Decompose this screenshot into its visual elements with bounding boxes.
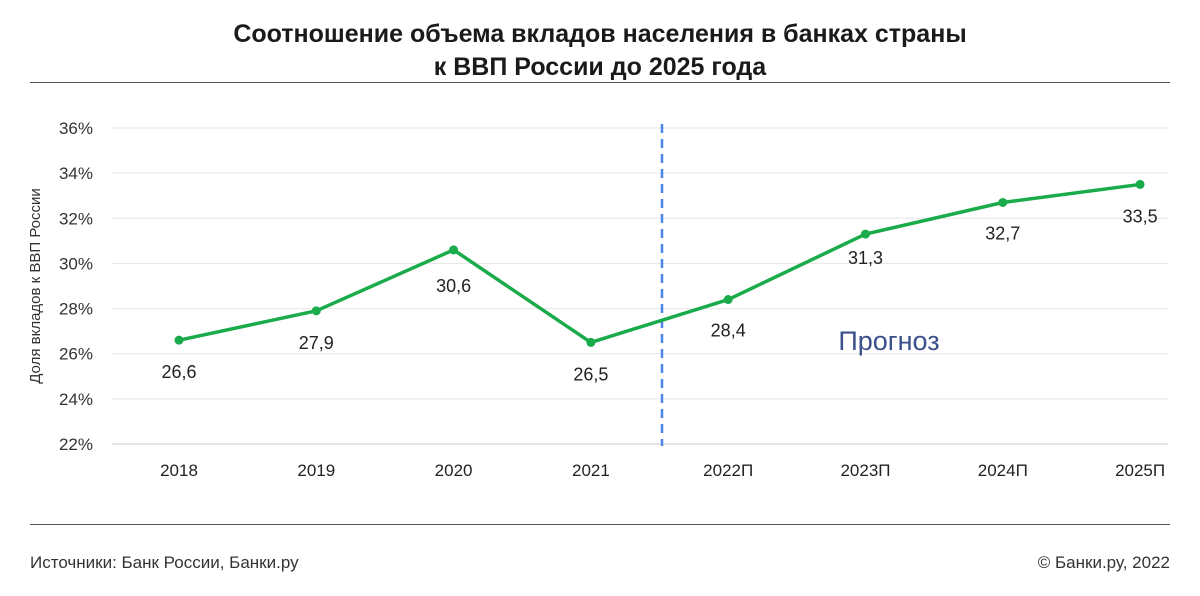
data-label: 33,5	[1123, 206, 1158, 226]
forecast-label: Прогноз	[838, 326, 939, 356]
title-line-2: к ВВП России до 2025 года	[433, 53, 767, 81]
x-tick-label: 2019	[297, 461, 335, 480]
x-tick-label: 2023П	[840, 461, 890, 480]
y-tick-label: 36%	[59, 119, 93, 138]
sources-note: Источники: Банк России, Банки.ру	[30, 553, 299, 572]
x-tick-label: 2018	[160, 461, 198, 480]
data-label: 28,4	[711, 321, 746, 341]
x-tick-label: 2020	[435, 461, 473, 480]
data-point	[586, 337, 596, 347]
chart-title: Соотношение объема вкладов населения в б…	[0, 18, 1200, 84]
x-tick-label: 2025П	[1115, 461, 1165, 480]
data-label: 31,3	[848, 248, 883, 268]
data-point	[449, 245, 459, 255]
data-label: 30,6	[436, 276, 471, 296]
y-tick-label: 22%	[59, 435, 93, 454]
x-tick-label: 2024П	[978, 461, 1028, 480]
x-tick-label: 2022П	[703, 461, 753, 480]
y-tick-label: 24%	[59, 390, 93, 409]
top-divider	[30, 82, 1170, 83]
series-line	[177, 182, 1142, 345]
data-point	[311, 306, 321, 316]
y-axis-label: Доля вкладов к ВВП России	[27, 188, 44, 384]
data-point	[723, 295, 733, 305]
y-tick-label: 32%	[59, 209, 93, 228]
y-tick-label: 26%	[59, 345, 93, 364]
copyright-note: © Банки.ру, 2022	[1037, 553, 1170, 572]
data-label: 26,5	[573, 364, 608, 384]
y-tick-label: 34%	[59, 164, 93, 183]
y-tick-label: 28%	[59, 300, 93, 319]
data-point	[861, 229, 870, 239]
data-point	[1135, 179, 1145, 189]
x-tick-label: 2021	[572, 461, 610, 480]
bottom-divider	[30, 524, 1170, 525]
data-label: 27,9	[299, 333, 334, 353]
data-point	[998, 197, 1008, 207]
title-line-1: Соотношение объема вкладов населения в б…	[233, 20, 967, 48]
y-tick-label: 30%	[59, 254, 93, 273]
data-label: 32,7	[985, 223, 1020, 243]
data-label: 26,6	[161, 362, 196, 382]
data-point	[174, 335, 184, 345]
